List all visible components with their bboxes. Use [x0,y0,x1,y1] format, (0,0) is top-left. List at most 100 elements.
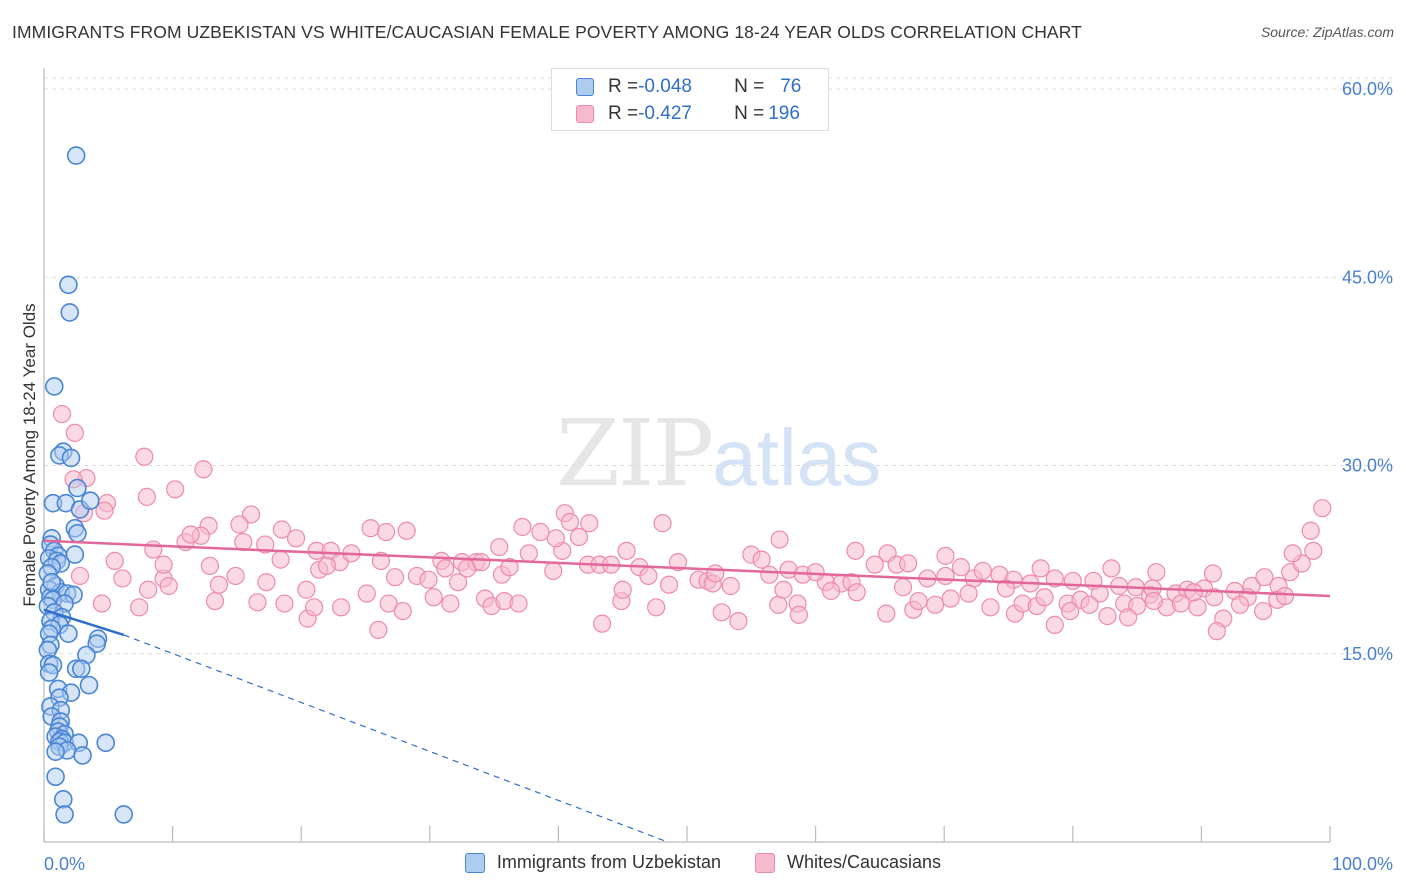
uzbekistan-point [79,675,99,695]
uzbekistan-point [39,663,59,682]
whites-point [821,581,841,601]
legend-n-label: N = [734,103,765,124]
uzbekistan-point [61,448,81,468]
bottom-legend-label: Whites/Caucasians [786,852,942,872]
uzbekistan-points [38,146,134,824]
whites-point [65,423,84,442]
whites-point [1063,571,1082,591]
whites-point [1254,601,1273,621]
uzbekistan-point [46,767,65,787]
whites-point [272,520,292,539]
whites-point [135,447,154,466]
whites-point [668,553,688,572]
whites-point [774,580,793,599]
uzbekistan-point [80,491,100,510]
whites-point [721,576,740,596]
whites-point [137,487,156,506]
legend-r-label: R = [608,76,639,97]
legend-n-value: 196 [768,103,800,124]
whites-point [436,559,455,578]
whites-point [113,569,132,588]
whites-point [1203,564,1223,583]
watermark-atlas: atlas [712,413,882,502]
uzbekistan-trend-line [43,608,125,637]
uzbekistan-point [59,275,78,295]
whites-caucasians-points [52,404,1332,641]
whites-point [52,404,72,424]
whites-point [1098,606,1117,626]
whites-point [613,580,632,599]
whites-point [1045,615,1064,634]
source-label: Source: ZipAtlas.com [1260,24,1394,40]
whites-point [981,598,1000,617]
whites-point [1230,595,1250,614]
whites-point [1301,521,1320,540]
whites-point [209,575,228,594]
bottom-legend: Immigrants from Uzbekistan Whites/Caucas… [0,852,1406,873]
whites-point [424,588,443,607]
y-tick-label: 45.0% [1342,267,1393,287]
whites-point [1255,568,1274,587]
whites-point [385,568,405,587]
uzbekistan-point [68,478,87,498]
whites-point [205,591,225,611]
whites-point [760,565,779,584]
whites-point [996,579,1016,598]
whites-point [376,522,396,542]
uzbekistan-point [66,146,86,165]
legend-swatch-pink [576,105,594,123]
whites-point [865,555,884,574]
whites-point [1035,588,1054,607]
whites-point [166,480,185,499]
whites-point [951,558,971,577]
whites-point [846,541,865,560]
whites-point [241,505,261,524]
y-tick-label: 30.0% [1342,456,1393,476]
whites-point [752,550,771,569]
uzbekistan-point [46,742,65,761]
uzbekistan-point [59,624,78,643]
whites-point [369,620,388,640]
whites-point [580,514,599,533]
whites-point [317,556,337,576]
whites-point [397,521,416,540]
whites-point [379,594,398,613]
whites-point [393,601,412,621]
whites-point [806,563,825,582]
whites-point [159,576,178,596]
x-tick-label: 100.0% [1332,854,1393,874]
uzbekistan-point [42,572,62,592]
whites-point [617,541,636,560]
whites-point [139,580,158,599]
whites-point [789,605,808,624]
watermark-zip: ZIP [556,400,714,507]
whites-point [1045,569,1064,588]
whites-point [256,535,275,554]
whites-point [472,553,491,572]
whites-point [194,460,213,479]
chart-title: IMMIGRANTS FROM UZBEKISTAN VS WHITE/CAUC… [12,22,1082,42]
legend-r-label: R = [608,103,639,124]
whites-point [248,593,267,612]
whites-point [226,566,245,586]
whites-point [181,525,200,544]
uzbekistan-point [68,523,87,543]
bottom-legend-whites: Whites/Caucasians [754,852,942,873]
whites-point [847,583,866,602]
whites-point [639,566,658,586]
whites-point [297,580,316,599]
whites-point [1147,563,1166,582]
whites-point [419,570,438,589]
whites-point [1283,544,1302,563]
whites-point [909,591,928,611]
bottom-legend-uzbekistan: Immigrants from Uzbekistan [464,852,721,873]
whites-point [544,561,563,581]
whites-point [973,561,992,581]
whites-point [304,598,324,617]
whites-point [154,555,173,574]
whites-point [531,522,550,542]
legend: R = -0.048 N = 76 R = -0.427 N = 196 [551,68,829,131]
bottom-legend-swatch-blue [464,852,485,873]
whites-point [1031,559,1050,578]
